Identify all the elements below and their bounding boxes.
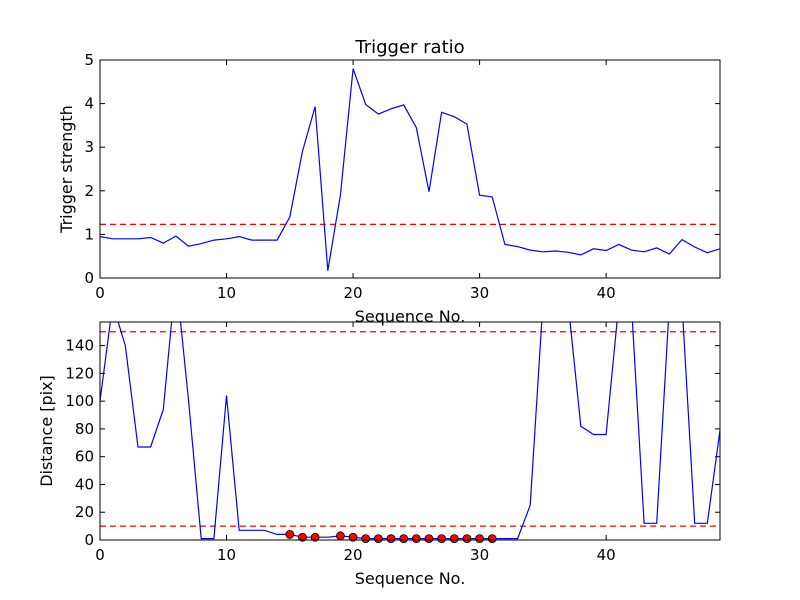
top-y-tick-label: 3 [84, 138, 94, 156]
top-y-tick-label: 5 [84, 51, 94, 69]
bottom-marker-point [285, 530, 295, 539]
bottom-marker-point [411, 534, 421, 544]
bottom-y-tick-label: 120 [65, 364, 94, 382]
bottom-y-axis-label: Distance [pix] [37, 375, 56, 487]
bottom-y-tick-label: 140 [65, 337, 94, 355]
bottom-marker-point [298, 532, 307, 542]
bottom-marker-point [361, 534, 371, 544]
bottom-marker-point [475, 534, 484, 544]
distance-panel: Sequence No. Distance [pix] 0 10 20 30 40 0 20… [37, 321, 721, 588]
top-y-tick-label: 4 [84, 95, 94, 113]
bottom-marker-point [399, 534, 409, 544]
bottom-y-tick-label: 60 [75, 448, 94, 466]
bottom-y-tick-label: 100 [65, 392, 94, 410]
bottom-marker-point [373, 534, 383, 544]
bottom-y-tick-label: 40 [75, 475, 94, 493]
bottom-x-tick-label: 0 [95, 546, 105, 564]
bottom-marker-point [449, 534, 459, 544]
top-y-tick-label: 2 [84, 182, 94, 200]
bottom-marker-point [424, 534, 434, 544]
bottom-marker-point [348, 532, 358, 542]
bottom-y-tick-label: 80 [75, 420, 94, 438]
bottom-y-tick-label: 0 [84, 531, 94, 549]
bottom-x-axis-label: Sequence No. [355, 569, 466, 588]
trigger-ratio-panel: Trigger ratio Sequence No. Trigger stren… [57, 37, 721, 326]
top-x-tick-label: 10 [217, 284, 236, 302]
top-x-tick-label: 40 [597, 284, 616, 302]
bottom-marker-point [462, 534, 472, 544]
bottom-x-tick-label: 40 [597, 546, 616, 564]
top-axes-frame [99, 59, 721, 279]
top-y-tick-label: 0 [84, 269, 94, 287]
bottom-series-line [100, 322, 720, 540]
top-x-tick-label: 0 [95, 284, 105, 302]
bottom-x-tick-label: 30 [470, 546, 489, 564]
bottom-marker-point [437, 534, 447, 544]
top-series-line [100, 68, 720, 271]
bottom-marker-point [336, 531, 345, 541]
bottom-x-tick-label: 20 [344, 546, 363, 564]
bottom-marker-point [386, 534, 396, 544]
bottom-x-tick-label: 10 [217, 546, 236, 564]
bottom-y-tick-label: 20 [75, 503, 94, 521]
bottom-marker-point [487, 534, 497, 544]
top-x-tick-label: 30 [470, 284, 489, 302]
bottom-marker-point [310, 532, 320, 542]
top-x-axis-label: Sequence No. [355, 307, 466, 326]
top-y-axis-label: Trigger strength [57, 105, 76, 234]
top-y-tick-label: 1 [84, 225, 94, 243]
bottom-axes-frame [99, 321, 721, 541]
top-x-tick-label: 20 [344, 284, 363, 302]
top-chart-title: Trigger ratio [354, 37, 464, 58]
